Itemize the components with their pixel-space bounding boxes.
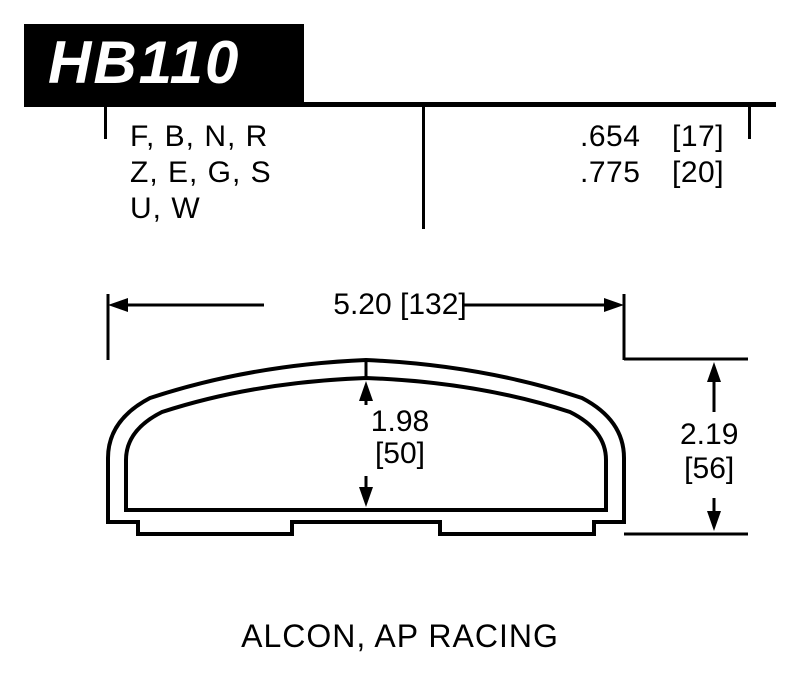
height-dimension-line bbox=[624, 359, 748, 534]
width-dimension-line bbox=[108, 294, 624, 360]
inner-height-dimension bbox=[359, 381, 373, 507]
page-root: HB110 F, B, N, R Z, E, G, S U, W .654 [1… bbox=[0, 0, 800, 691]
diagram-svg bbox=[0, 0, 800, 691]
